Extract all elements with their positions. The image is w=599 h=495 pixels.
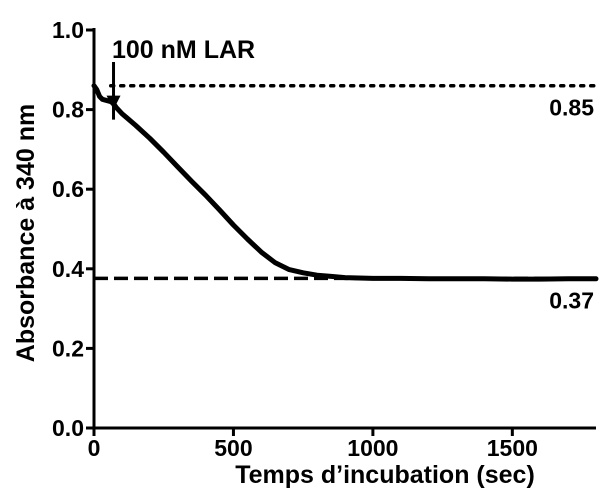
annotation-label: 100 nM LAR xyxy=(112,36,255,64)
x-tick-label: 1500 xyxy=(487,435,538,461)
y-tick-label: 0.4 xyxy=(52,256,84,282)
annotation-arrow-head xyxy=(106,95,121,110)
y-tick-label: 1.0 xyxy=(52,17,84,43)
x-tick-label: 500 xyxy=(214,435,252,461)
reference-line-label: 0.37 xyxy=(549,287,594,313)
y-axis-title: Absorbance à 340 nm xyxy=(12,104,40,362)
y-tick-label: 0.6 xyxy=(52,176,84,202)
reference-line-label: 0.85 xyxy=(549,95,594,121)
x-tick-label: 0 xyxy=(88,435,101,461)
y-tick-label: 0.0 xyxy=(52,415,84,441)
labels-layer: Temps d’incubation (sec) Absorbance à 34… xyxy=(12,36,594,489)
series-line xyxy=(91,83,599,282)
y-tick-label: 0.8 xyxy=(52,97,84,123)
plot-lines-layer xyxy=(91,83,599,282)
y-tick-label: 0.2 xyxy=(52,335,84,361)
axes-layer: 0.0 0.2 0.4 0.6 0.8 1.0 0 500 1000 1500 xyxy=(52,17,596,461)
x-axis-title: Temps d’incubation (sec) xyxy=(235,461,535,489)
x-tick-label: 1000 xyxy=(347,435,398,461)
